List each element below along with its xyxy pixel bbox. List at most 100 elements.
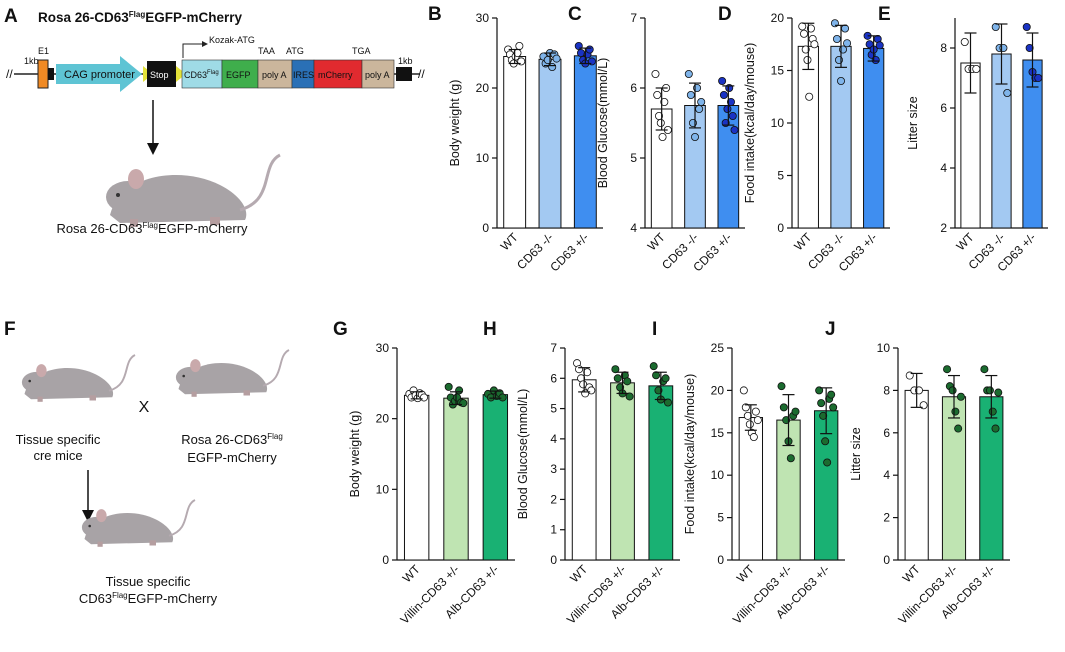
data-point bbox=[777, 382, 786, 391]
data-point bbox=[791, 407, 800, 416]
data-point bbox=[695, 105, 704, 114]
y-tick-label: 30 bbox=[376, 341, 390, 355]
y-tick-label: 10 bbox=[711, 468, 725, 482]
y-tick-label: 25 bbox=[711, 341, 725, 355]
data-point bbox=[718, 77, 727, 86]
y-tick-label: 10 bbox=[376, 482, 390, 496]
label: TGA bbox=[352, 46, 371, 56]
y-tick-label: 6 bbox=[883, 426, 890, 440]
panel-letter: G bbox=[333, 319, 348, 340]
data-point bbox=[741, 403, 750, 412]
x-tick-label: WT bbox=[791, 230, 815, 254]
bar bbox=[482, 394, 509, 561]
cross-sign: X bbox=[139, 399, 150, 416]
y-tick-label: 1 bbox=[550, 523, 557, 537]
caption-part: CD63 bbox=[79, 591, 112, 606]
caption-part: EGFP-mCherry bbox=[128, 591, 218, 606]
x-tick-label: CD63 +/- bbox=[547, 230, 591, 274]
caption: cre mice bbox=[33, 448, 82, 463]
data-point bbox=[697, 98, 706, 107]
data-point bbox=[805, 92, 814, 101]
panel-letter: I bbox=[652, 319, 657, 340]
cross-diagram: F X Tissue specific cre mice Rosa 26-CD6… bbox=[4, 319, 290, 606]
construct-title: Rosa 26-CD63FlagEGFP-mCherry bbox=[38, 10, 243, 25]
data-point bbox=[985, 386, 994, 395]
data-point bbox=[455, 386, 464, 395]
y-tick-label: 10 bbox=[476, 151, 490, 165]
bar bbox=[610, 382, 635, 561]
caption-sup: Flag bbox=[112, 591, 128, 600]
y-axis-label: Food intake(kcal/day/mouse) bbox=[743, 43, 757, 204]
x-tick-label: WT bbox=[734, 562, 758, 586]
panel-letter: F bbox=[4, 319, 16, 340]
panel-letter: C bbox=[568, 4, 582, 25]
y-tick-label: 4 bbox=[630, 221, 637, 235]
data-point bbox=[587, 386, 596, 395]
mouse bbox=[104, 153, 282, 229]
panel-letter: J bbox=[825, 319, 836, 340]
bar bbox=[830, 45, 852, 229]
caption: EGFP-mCherry bbox=[187, 450, 277, 465]
data-point bbox=[575, 365, 584, 374]
data-point bbox=[980, 365, 989, 374]
data-point bbox=[801, 45, 810, 54]
y-tick-label: 0 bbox=[717, 553, 724, 567]
data-point bbox=[576, 49, 585, 58]
bar bbox=[538, 58, 562, 229]
label: 1kb bbox=[398, 56, 413, 66]
y-tick-label: 20 bbox=[711, 383, 725, 397]
y-tick-label: 0 bbox=[883, 553, 890, 567]
y-tick-label: 15 bbox=[711, 426, 725, 440]
mouse bbox=[20, 354, 136, 403]
y-tick-label: 2 bbox=[940, 221, 947, 235]
caption-part: Rosa 26-CD63 bbox=[56, 221, 142, 236]
y-tick-label: 6 bbox=[630, 81, 637, 95]
data-point bbox=[686, 91, 695, 100]
chart-panel: I Food intake(kcal/day/mouse) 0 5 10 15 20 25 WT… bbox=[652, 319, 845, 627]
label: poly A bbox=[262, 70, 287, 80]
bar bbox=[941, 396, 967, 561]
y-axis-label: Litter size bbox=[849, 427, 863, 481]
bar bbox=[979, 396, 1004, 561]
caption: CD63FlagEGFP-mCherry bbox=[79, 591, 218, 606]
label: E1 bbox=[38, 46, 49, 56]
data-point bbox=[651, 70, 660, 79]
data-point bbox=[613, 374, 622, 383]
data-point bbox=[943, 365, 952, 374]
y-tick-label: 10 bbox=[771, 116, 785, 130]
mouse bbox=[174, 349, 290, 398]
y-tick-label: 15 bbox=[771, 64, 785, 78]
data-point bbox=[1034, 74, 1043, 83]
data-point bbox=[988, 407, 997, 416]
label-sup: Flag bbox=[207, 70, 219, 76]
y-tick-label: 6 bbox=[550, 371, 557, 385]
y-tick-label: 6 bbox=[940, 101, 947, 115]
data-point bbox=[823, 458, 832, 467]
caption-sup: Flag bbox=[267, 432, 283, 441]
data-point bbox=[753, 416, 762, 425]
y-tick-label: 5 bbox=[717, 511, 724, 525]
y-axis-label: Food intake(kcal/day/mouse) bbox=[683, 374, 697, 535]
caption: Tissue specific bbox=[106, 574, 191, 589]
break: // bbox=[6, 67, 13, 81]
data-point bbox=[730, 126, 739, 135]
data-point bbox=[660, 98, 669, 107]
data-point bbox=[658, 132, 667, 141]
caption-part: Rosa 26-CD63 bbox=[181, 432, 267, 447]
data-point bbox=[1003, 89, 1012, 98]
data-point bbox=[661, 374, 670, 383]
data-point bbox=[1025, 44, 1034, 53]
y-tick-label: 5 bbox=[777, 169, 784, 183]
panel-letter: H bbox=[483, 319, 497, 340]
y-tick-label: 0 bbox=[550, 553, 557, 567]
y-tick-label: 30 bbox=[476, 11, 490, 25]
y-tick-label: 20 bbox=[476, 81, 490, 95]
y-tick-label: 2 bbox=[883, 511, 890, 525]
data-point bbox=[817, 399, 826, 408]
y-axis-label: Blood Glucose(mmol/L) bbox=[596, 58, 610, 189]
title-part: Rosa 26-CD63 bbox=[38, 10, 129, 25]
construct-diagram: A Rosa 26-CD63FlagEGFP-mCherry // // 1kb… bbox=[4, 6, 425, 236]
data-point bbox=[951, 407, 960, 416]
